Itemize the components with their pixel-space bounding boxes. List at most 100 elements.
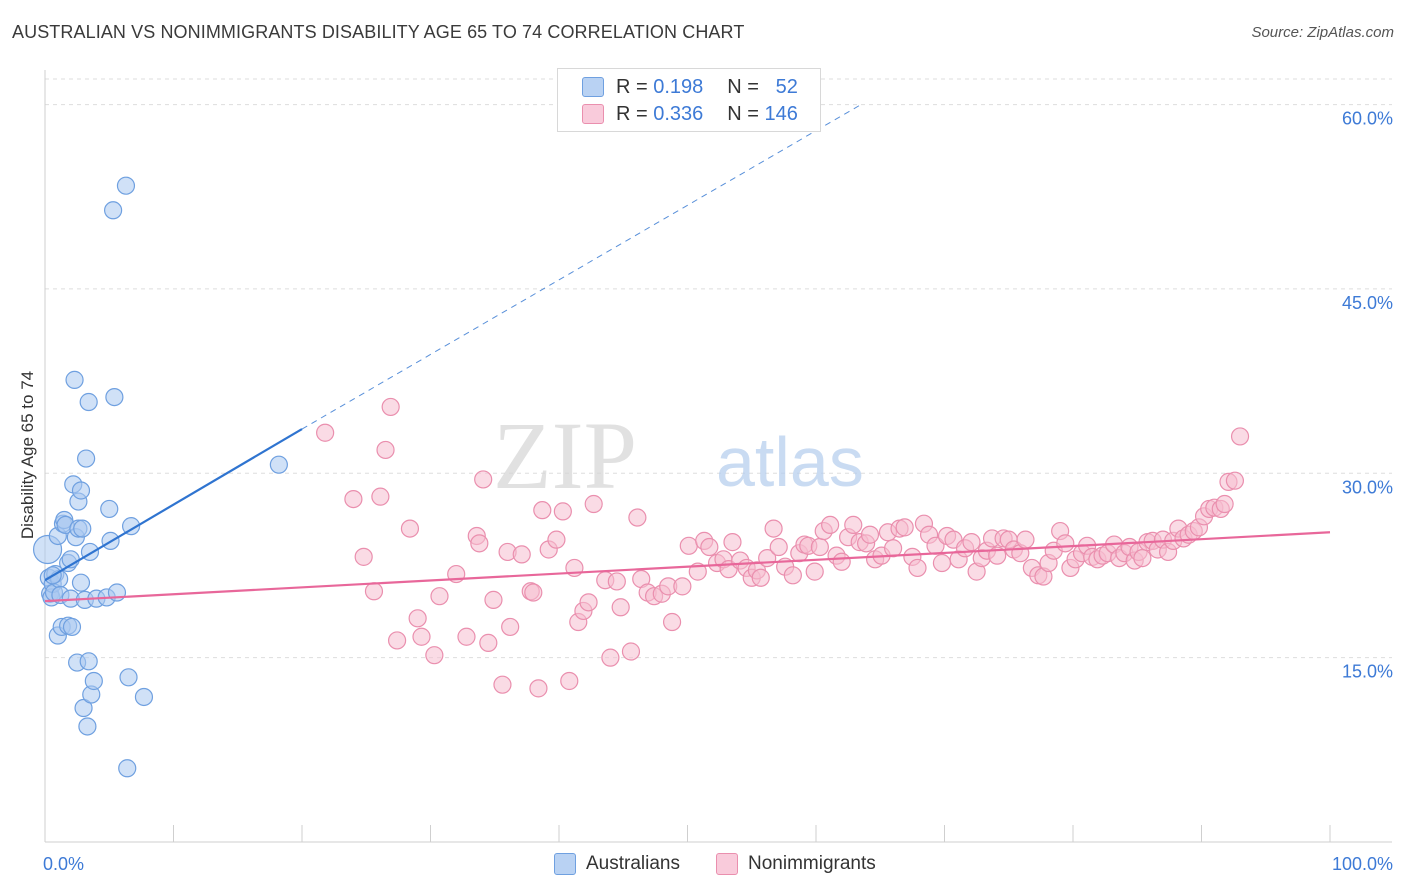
chart-title: AUSTRALIAN VS NONIMMIGRANTS DISABILITY A… (12, 22, 745, 42)
australians-point (269, 455, 288, 474)
nonimmigrants-point (883, 539, 903, 558)
nonimmigrants-point (584, 494, 603, 514)
australians-point (134, 687, 154, 707)
australians-point (105, 387, 124, 407)
nonimmigrants-point (344, 490, 363, 509)
australians-point (119, 668, 138, 687)
australians-legend-label: Australians (586, 853, 680, 874)
legend-n-value: 52 (775, 75, 798, 98)
australians-point (100, 499, 119, 519)
nonimmigrants-point (470, 534, 489, 553)
nonimmigrants-point (895, 518, 914, 537)
watermark-zip: ZIP (493, 402, 637, 509)
nonimmigrants-point (673, 577, 692, 596)
x-tick-label: 0.0% (43, 854, 84, 874)
australians-point (65, 370, 84, 389)
australians-point (62, 617, 82, 637)
nonimmigrants-point (751, 568, 770, 587)
nonimmigrants-point (425, 646, 444, 665)
nonimmigrants-point (316, 423, 335, 442)
nonimmigrants-point (457, 627, 476, 646)
y-axis-label: Disability Age 65 to 74 (18, 371, 37, 539)
australians-point (79, 652, 98, 671)
bottom-legend-australians: Australians (554, 851, 680, 877)
nonimmigrants-point (607, 572, 626, 591)
nonimmigrants-point (474, 470, 493, 489)
y-tick-label: 45.0% (1342, 293, 1393, 313)
nonimmigrants-point (484, 590, 503, 609)
nonimmigrants-point (364, 582, 384, 601)
nonimmigrants-point (783, 566, 802, 585)
nonimmigrants-point (764, 519, 783, 538)
nonimmigrants-point (611, 598, 630, 617)
tick-labels: 15.0% 30.0% 45.0% 60.0% 0.0% 100.0% (43, 109, 1393, 874)
nonimmigrants-point (579, 593, 598, 612)
australians-point (84, 671, 103, 691)
nonimmigrants-point (769, 537, 788, 557)
nonimmigrants-point (524, 583, 543, 602)
legend-r-value: 0.198 (653, 75, 704, 98)
nonimmigrants-point (860, 525, 880, 544)
nonimmigrants-point (723, 533, 742, 552)
nonimmigrants-point (533, 501, 552, 520)
nonimmigrants-point (547, 530, 566, 549)
australians-swatch (582, 77, 604, 97)
watermark-atlas: atlas (716, 423, 864, 501)
legend-row-nonimmigrants: R = 0.336 N = 146 (582, 100, 798, 128)
nonimmigrants-point (1230, 427, 1250, 446)
axes (44, 70, 1392, 843)
legend-n-value: 146 (764, 102, 798, 125)
nonimmigrants-point (412, 627, 431, 646)
nonimmigrants-point (479, 633, 498, 652)
legend-row-australians: R = 0.198 N = 52 (582, 73, 798, 101)
nonimmigrants-point (1215, 494, 1234, 514)
nonimmigrants-point (553, 502, 572, 521)
nonimmigrants-point (662, 612, 682, 632)
australians-point (79, 392, 98, 412)
x-tick-label: 100.0% (1332, 854, 1393, 874)
australians-point (77, 449, 96, 468)
nonimmigrants-points (316, 397, 1250, 698)
nonimmigrants-point (679, 536, 698, 555)
nonimmigrants-point (430, 587, 449, 606)
bottom-legend-nonimmigrants: Nonimmigrants (716, 851, 876, 877)
correlation-legend: R = 0.198 N = 52 R = 0.336 N = 146 (557, 68, 821, 132)
nonimmigrants-point (621, 642, 641, 661)
nonimmigrants-point (371, 487, 390, 506)
australians-points (32, 176, 288, 778)
nonimmigrants-point (1225, 471, 1245, 490)
nonimmigrants-point (493, 675, 512, 694)
nonimmigrants-trend-line (44, 531, 1331, 603)
australians-point (73, 519, 92, 538)
australians-point (116, 176, 136, 195)
nonimmigrants-point (512, 545, 531, 564)
australians-trend-extension (301, 104, 862, 430)
nonimmigrants-point (601, 648, 620, 667)
nonimmigrants-point (1133, 548, 1152, 568)
nonimmigrants-point (560, 671, 579, 691)
nonimmigrants-legend-swatch (716, 853, 738, 875)
y-tick-label: 15.0% (1342, 662, 1393, 682)
nonimmigrants-point (381, 397, 400, 417)
nonimmigrants-point (628, 508, 647, 527)
nonimmigrants-point (810, 537, 829, 557)
nonimmigrants-point (844, 515, 863, 535)
australians-trend-line (44, 428, 303, 582)
australians-point (71, 573, 91, 592)
legend-n-label: N = (727, 75, 759, 98)
legend-n-label: N = (727, 102, 759, 125)
nonimmigrants-point (700, 537, 719, 557)
y-tick-label: 30.0% (1342, 477, 1393, 497)
nonimmigrants-point (1016, 530, 1035, 549)
y-tick-label: 60.0% (1342, 109, 1393, 129)
nonimmigrants-point (1056, 534, 1075, 553)
nonimmigrants-point (821, 515, 840, 535)
nonimmigrants-swatch (582, 104, 604, 124)
australians-point (74, 698, 93, 718)
nonimmigrants-point (962, 533, 981, 552)
legend-r-label: R = (616, 102, 648, 125)
nonimmigrants-point (932, 553, 952, 573)
nonimmigrants-point (376, 440, 395, 460)
nonimmigrants-point (908, 558, 927, 578)
